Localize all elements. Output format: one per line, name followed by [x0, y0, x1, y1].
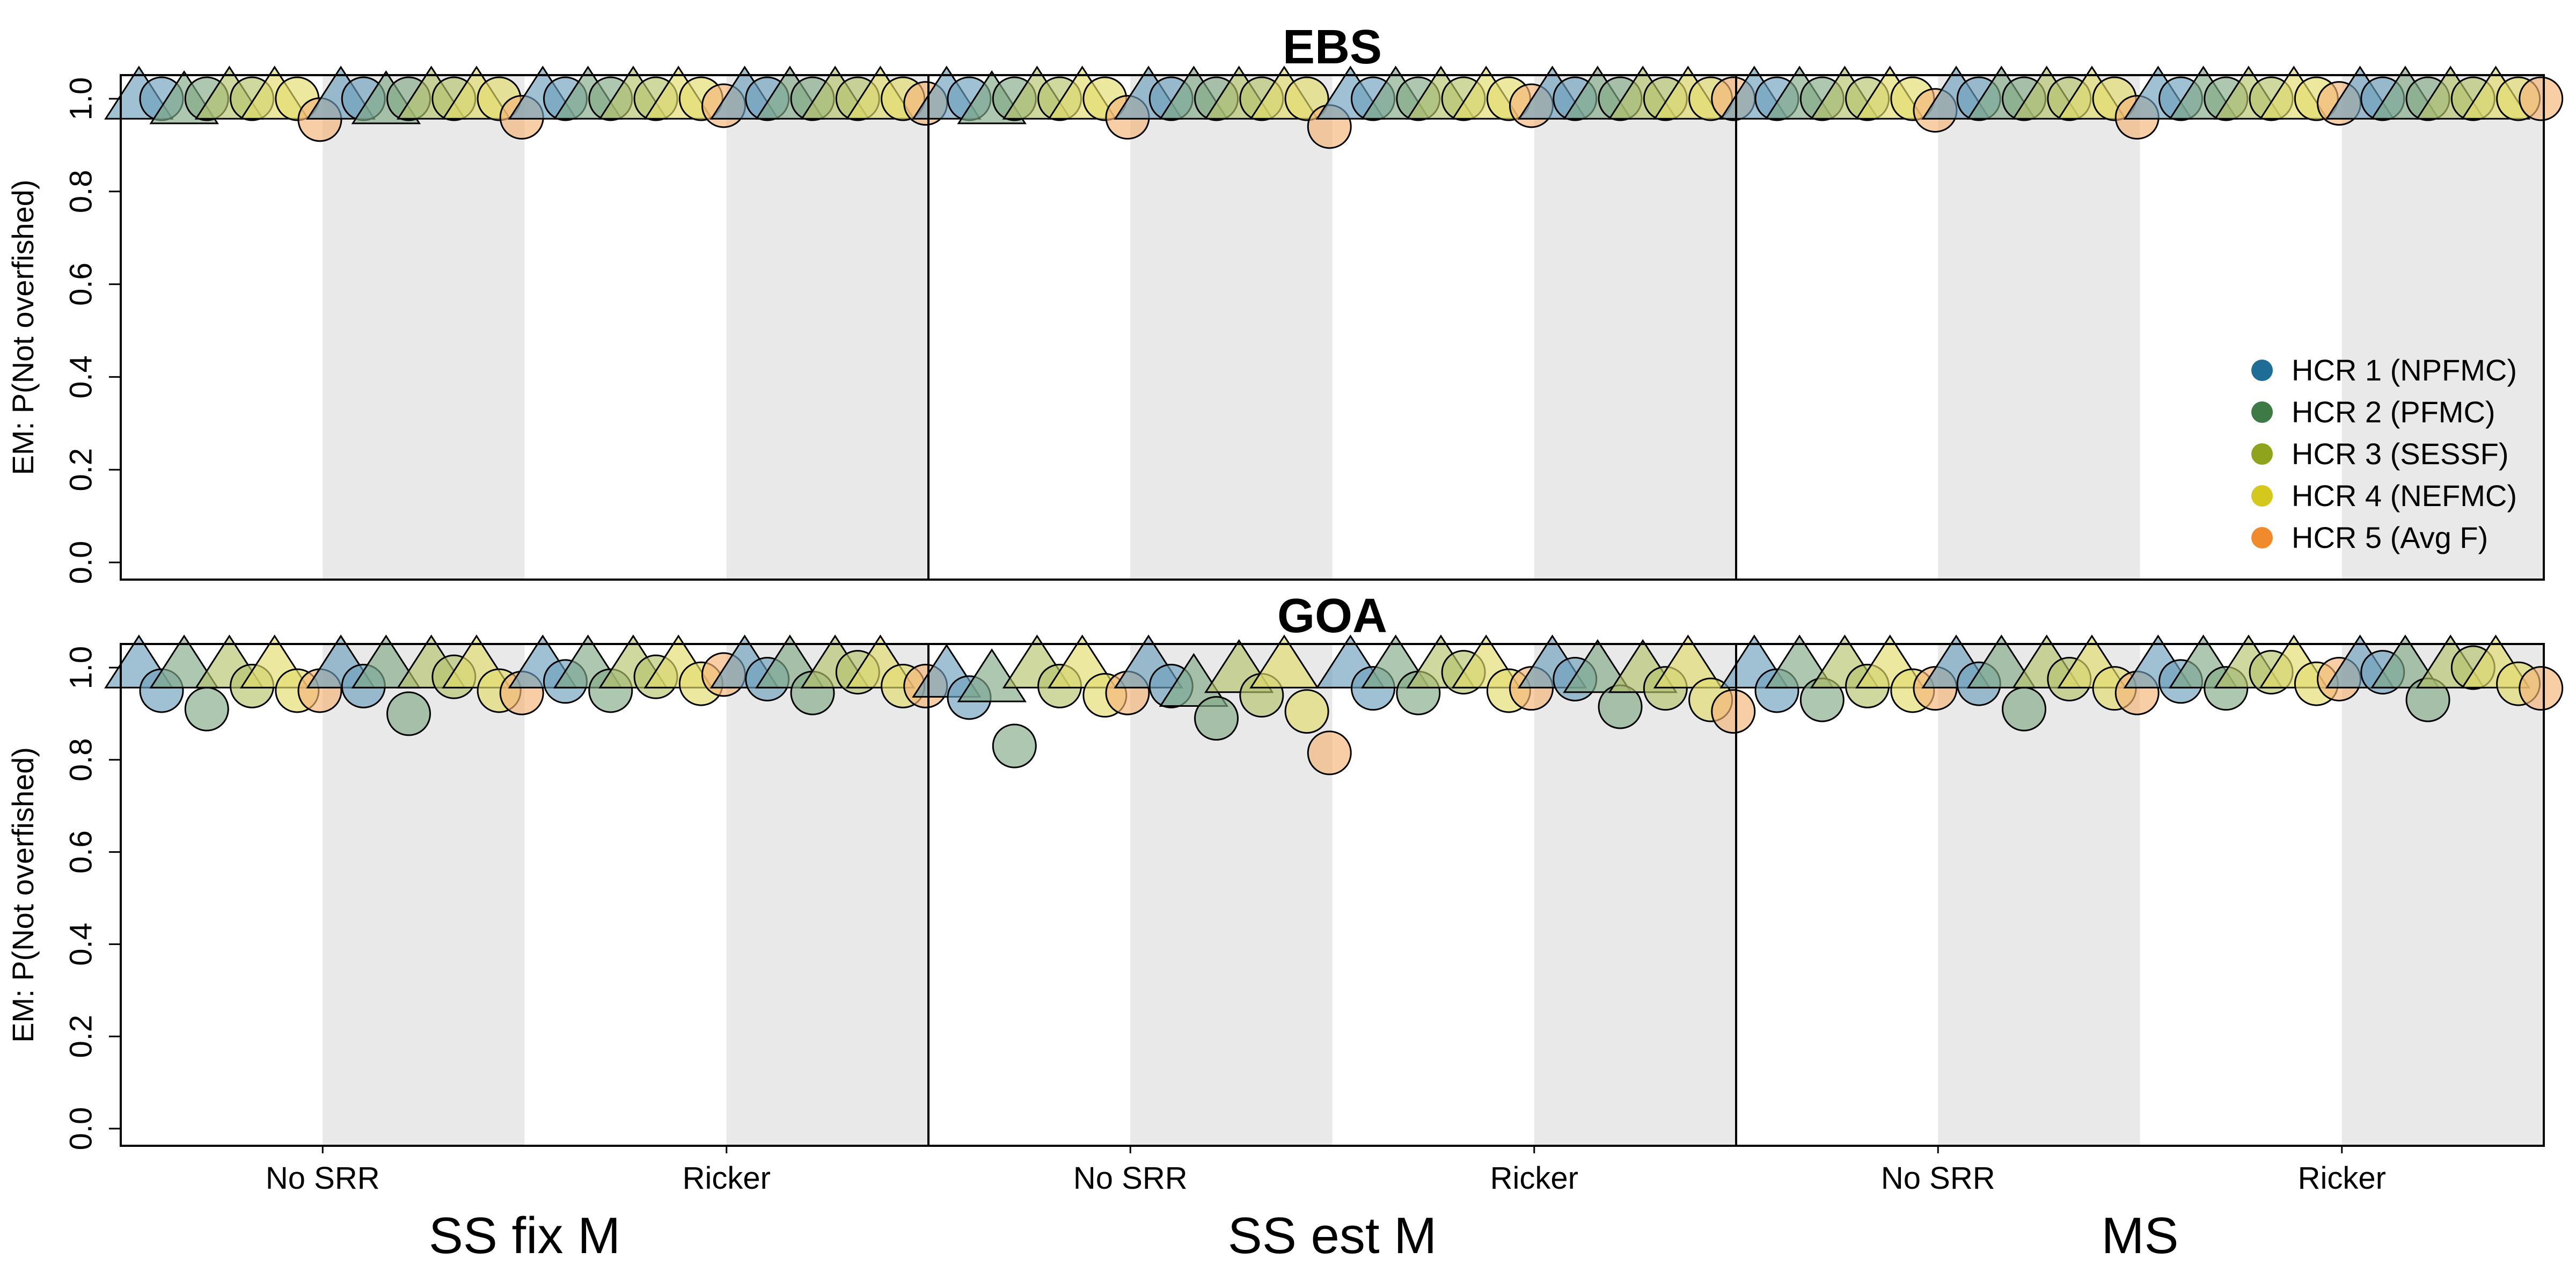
shaded-band — [1938, 75, 2140, 580]
y-tick-label: 0.2 — [63, 1015, 98, 1058]
legend: HCR 1 (NPFMC) HCR 2 (PFMC) HCR 3 (SESSF) HC… — [2251, 353, 2517, 554]
y-tick-label: 0.6 — [63, 262, 98, 306]
group-label: SS fix M — [429, 1207, 620, 1264]
y-axis-label: EM: P(Not overfished) — [6, 180, 40, 475]
marker-circle — [1307, 730, 1352, 775]
group-label: MS — [2102, 1207, 2179, 1264]
y-tick-label: 0.0 — [63, 541, 98, 584]
legend-marker — [2251, 401, 2273, 423]
legend-label: HCR 4 (NEFMC) — [2292, 479, 2517, 513]
marker-circle — [2519, 76, 2564, 121]
legend-label: HCR 5 (Avg F) — [2292, 521, 2488, 554]
marker-triangle — [1563, 639, 1633, 693]
y-tick-label: 0.8 — [63, 170, 98, 213]
panel-frame — [120, 643, 2545, 1147]
panels-layer: 0.0 0.2 0.4 0.6 0.8 1.0 0.0 0.2 0.4 0.6 0.8 1.0 — [63, 65, 2564, 1151]
panel-ebs: 0.0 0.2 0.4 0.6 0.8 1.0 — [63, 65, 2564, 584]
marker-circle — [1194, 696, 1239, 741]
x-tick-label: No SRR — [266, 1161, 380, 1196]
marker-triangle — [1653, 634, 1723, 689]
marker-circle — [2519, 666, 2564, 711]
shaded-band — [323, 75, 525, 580]
y-tick-label: 0.2 — [63, 448, 98, 492]
y-tick-label: 0.8 — [63, 738, 98, 781]
y-axis-label: EM: P(Not overfished) — [6, 747, 40, 1043]
y-tick-label: 0.4 — [63, 355, 98, 399]
shaded-band — [1534, 644, 1736, 1146]
panel-goa: 0.0 0.2 0.4 0.6 0.8 1.0 — [63, 634, 2564, 1151]
x-tick-label: No SRR — [1881, 1161, 1995, 1196]
legend-marker — [2251, 527, 2273, 548]
group-label: SS est M — [1228, 1207, 1437, 1264]
marker-triangle — [1966, 634, 2037, 689]
shaded-band — [1938, 644, 2140, 1146]
legend-label: HCR 3 (SESSF) — [2292, 437, 2509, 471]
marker-triangle — [1159, 653, 1229, 707]
shaded-band — [1534, 75, 1736, 580]
panel-title: EBS — [1283, 20, 1382, 74]
y-tick-label: 1.0 — [63, 646, 98, 690]
marker-triangle — [149, 634, 219, 689]
legend-marker — [2251, 443, 2273, 465]
panel-title: GOA — [1277, 589, 1387, 643]
y-tick-label: 1.0 — [63, 77, 98, 121]
marker-circle — [1284, 689, 1329, 734]
legend-label: HCR 2 (PFMC) — [2292, 395, 2496, 429]
marker-circle — [2002, 686, 2047, 731]
y-tick-label: 0.6 — [63, 830, 98, 874]
y-tick-label: 0.4 — [63, 923, 98, 966]
marker-triangle — [351, 634, 421, 689]
x-tick-label: Ricker — [2298, 1161, 2386, 1196]
x-tick-label: Ricker — [683, 1161, 771, 1196]
marker-triangle — [957, 648, 1027, 702]
marker-triangle — [2370, 634, 2440, 689]
marker-triangle — [1765, 634, 1834, 689]
shaded-band — [726, 75, 928, 580]
x-tick-label: Ricker — [1490, 1161, 1578, 1196]
shaded-band — [2341, 644, 2544, 1146]
shaded-band — [2341, 75, 2544, 580]
marker-circle — [386, 691, 431, 736]
marker-triangle — [1249, 634, 1319, 689]
labels-layer: EM: P(Not overfished) EBS EM: P(Not overfi… — [6, 20, 2386, 1264]
legend-marker — [2251, 485, 2273, 507]
marker-circle — [1711, 689, 1756, 734]
shaded-band — [1130, 75, 1333, 580]
legend-label: HCR 1 (NPFMC) — [2292, 353, 2517, 387]
marker-circle — [184, 686, 229, 731]
panel-frame — [120, 74, 2545, 581]
legend-marker — [2251, 360, 2273, 381]
y-tick-label: 0.0 — [63, 1107, 98, 1151]
marker-circle — [992, 723, 1037, 769]
x-tick-label: No SRR — [1073, 1161, 1188, 1196]
shaded-band — [726, 644, 928, 1146]
